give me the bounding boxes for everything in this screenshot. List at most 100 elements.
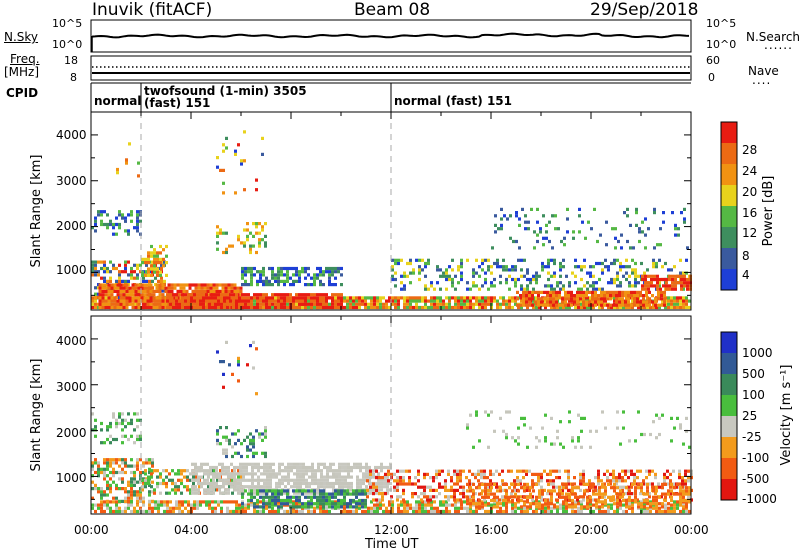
heatmap-cell	[208, 302, 211, 306]
heatmap-cell	[310, 509, 313, 514]
heatmap-cell	[685, 299, 688, 303]
heatmap-cell	[341, 481, 344, 486]
heatmap-cell	[133, 276, 136, 280]
heatmap-cell	[564, 498, 567, 502]
heatmap-cell	[137, 305, 141, 310]
heatmap-cell	[646, 305, 649, 310]
heatmap-cell	[234, 149, 237, 153]
heatmap-cell	[255, 225, 258, 229]
heatmap-cell	[680, 287, 683, 291]
heatmap-cell	[475, 299, 478, 303]
heatmap-cell	[552, 294, 555, 298]
heatmap-cell	[317, 488, 320, 492]
heatmap-cell	[264, 454, 267, 459]
heatmap-cell	[493, 505, 496, 509]
heatmap-cell	[134, 305, 138, 310]
heatmap-cell	[292, 273, 295, 277]
heatmap-cell	[560, 239, 563, 244]
heatmap-cell	[251, 475, 254, 479]
heatmap-cell	[499, 502, 502, 506]
heatmap-cell	[128, 293, 132, 297]
heatmap-cell	[616, 505, 619, 509]
heatmap-cell	[603, 297, 606, 301]
heatmap-cell	[597, 472, 600, 476]
heatmap-cell	[634, 274, 637, 278]
heatmap-cell	[546, 297, 549, 301]
heatmap-cell	[626, 214, 629, 218]
heatmap-cell	[555, 300, 558, 304]
heatmap-cell	[630, 492, 633, 496]
heatmap-cell	[94, 219, 97, 223]
heatmap-cell	[675, 485, 678, 489]
heatmap-cell	[654, 303, 657, 307]
heatmap-cell	[396, 488, 399, 492]
heatmap-cell	[616, 274, 619, 278]
heatmap-cell	[235, 305, 238, 310]
heatmap-cell	[630, 294, 633, 298]
heatmap-cell	[249, 344, 252, 348]
heatmap-cell	[683, 207, 686, 211]
heatmap-cell	[379, 503, 382, 507]
heatmap-cell	[562, 495, 565, 499]
heatmap-cell	[299, 475, 302, 479]
heatmap-cell	[319, 509, 322, 514]
heatmap-cell	[535, 445, 538, 449]
heatmap-cell	[445, 302, 448, 306]
heatmap-cell	[334, 276, 337, 280]
heatmap-cell	[118, 464, 121, 468]
heatmap-cell	[547, 258, 550, 262]
heatmap-cell	[556, 498, 559, 503]
heatmap-cell	[328, 505, 331, 509]
heatmap-cell	[469, 413, 472, 417]
heatmap-cell	[635, 211, 638, 215]
heatmap-cell	[481, 505, 484, 509]
heatmap-cell	[268, 509, 271, 514]
heatmap-cell	[214, 293, 217, 297]
heatmap-cell	[121, 499, 124, 503]
heatmap-cell	[133, 441, 136, 445]
heatmap-cell	[647, 284, 650, 288]
heatmap-cell	[344, 465, 347, 470]
heatmap-cell	[544, 439, 547, 443]
heatmap-cell	[442, 274, 445, 278]
heatmap-cell	[526, 505, 529, 509]
heatmap-cell	[236, 488, 239, 492]
heatmap-cell	[574, 265, 577, 269]
heatmap-cell	[212, 475, 215, 479]
heatmap-cell	[537, 482, 540, 486]
heatmap-cell	[534, 290, 537, 294]
heatmap-cell	[653, 274, 656, 278]
heatmap-cell	[148, 470, 151, 475]
heatmap-cell	[477, 469, 480, 473]
heatmap-cell	[624, 469, 627, 473]
heatmap-cell	[571, 509, 574, 514]
heatmap-cell	[212, 283, 216, 287]
heatmap-cell	[650, 284, 653, 288]
heatmap-cell	[121, 213, 124, 217]
heatmap-cell	[537, 476, 540, 480]
heatmap-cell	[591, 290, 594, 294]
heatmap-cell	[127, 483, 130, 487]
heatmap-cell	[384, 472, 387, 476]
heatmap-cell	[385, 299, 388, 303]
heatmap-cell	[347, 462, 350, 466]
heatmap-cell	[187, 296, 190, 300]
heatmap-cell	[641, 284, 644, 288]
heatmap-cell	[600, 303, 603, 307]
heatmap-cell	[594, 290, 597, 294]
heatmap-cell	[128, 286, 132, 290]
heatmap-cell	[386, 475, 389, 479]
heatmap-cell	[654, 297, 657, 301]
heatmap-cell	[197, 488, 200, 492]
heatmap-cell	[516, 303, 519, 307]
heatmap-cell	[305, 478, 308, 482]
heatmap-cell	[349, 299, 352, 303]
heatmap-cell	[634, 268, 637, 272]
heatmap-cell	[666, 482, 669, 486]
heatmap-cell	[671, 277, 674, 282]
heatmap-cell	[277, 492, 280, 496]
heatmap-cell	[142, 461, 145, 465]
heatmap-cell	[625, 265, 628, 269]
heatmap-cell	[147, 273, 150, 277]
heatmap-cell	[112, 470, 115, 475]
